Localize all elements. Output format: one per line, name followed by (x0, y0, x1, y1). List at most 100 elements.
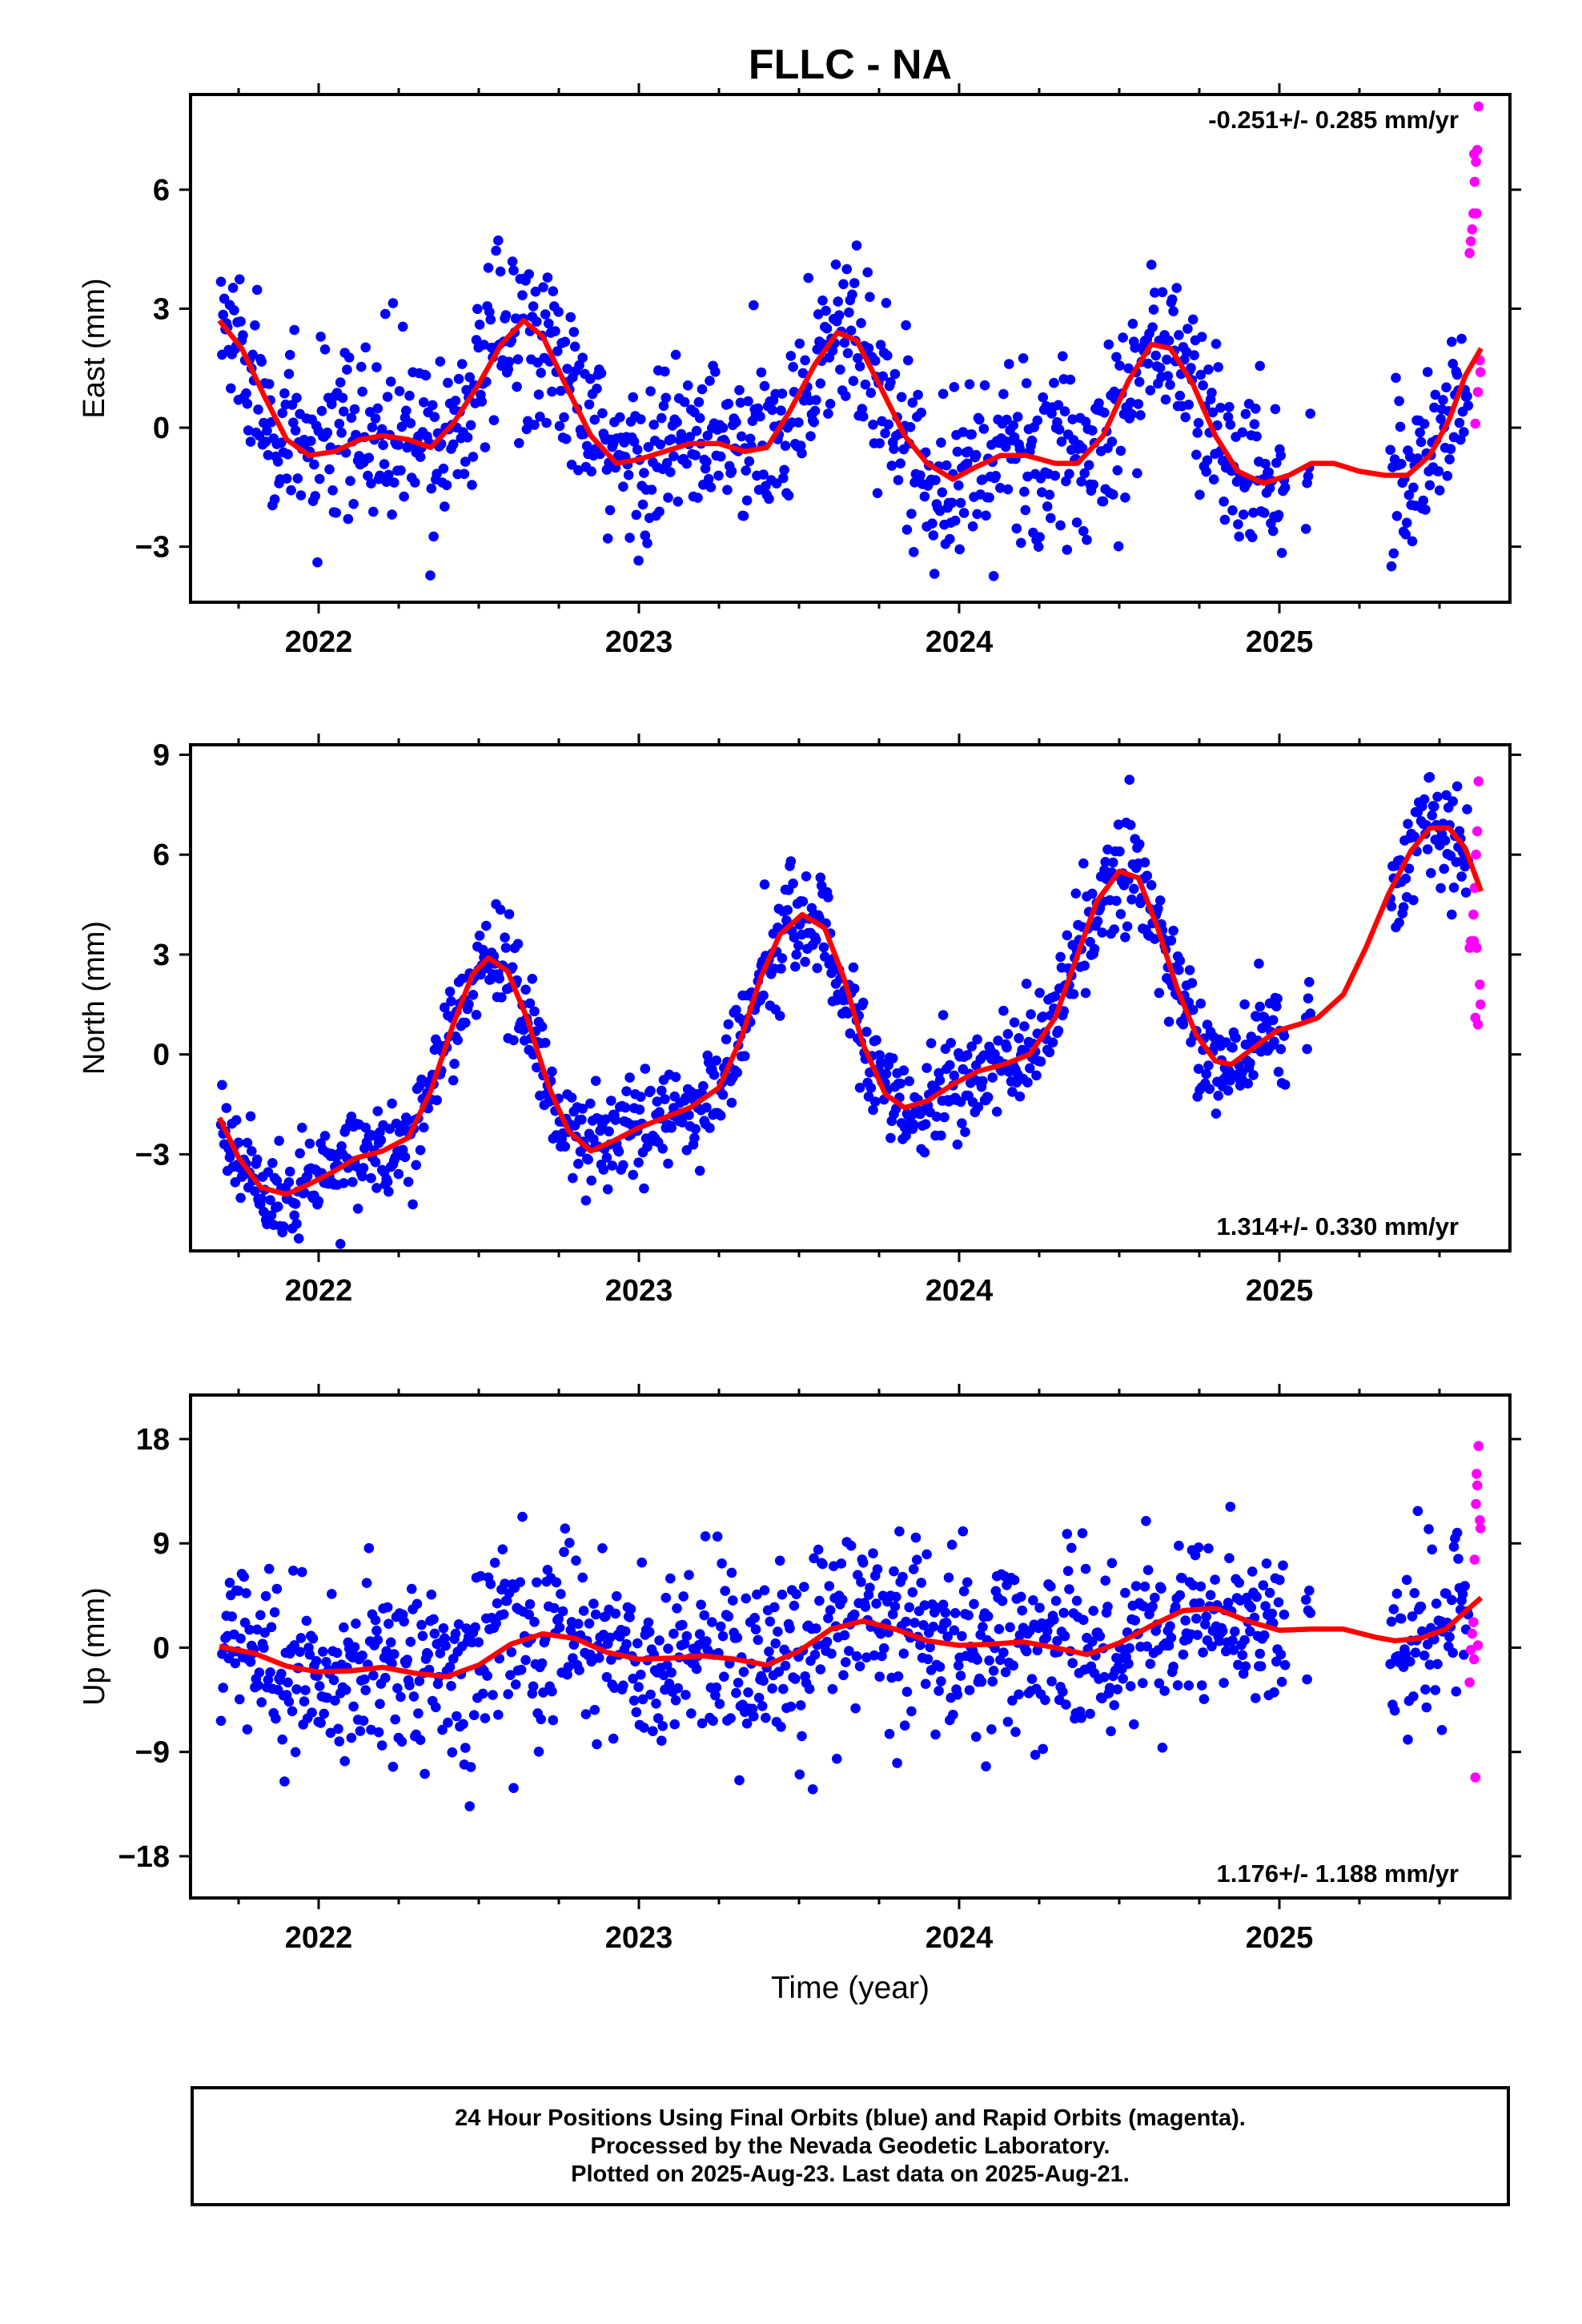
final-orbit-point (758, 469, 769, 480)
final-orbit-point (371, 1625, 382, 1636)
final-orbit-point (1170, 1602, 1181, 1612)
final-orbit-point (357, 1171, 367, 1182)
final-orbit-point (428, 1614, 439, 1625)
final-orbit-point (785, 1623, 795, 1634)
final-orbit-point (1135, 410, 1146, 420)
final-orbit-point (297, 1566, 307, 1578)
final-orbit-point (1460, 1581, 1470, 1591)
final-orbit-point (901, 1616, 911, 1627)
final-orbit-point (577, 1572, 588, 1583)
final-orbit-point (788, 361, 798, 372)
final-orbit-point (1094, 1630, 1106, 1642)
final-orbit-point (1444, 454, 1455, 464)
final-orbit-point (993, 1035, 1003, 1046)
final-orbit-point (1044, 1047, 1055, 1058)
final-orbit-point (446, 996, 456, 1007)
final-orbit-point (1180, 412, 1191, 423)
final-orbit-point (1439, 835, 1451, 846)
final-orbit-point (1008, 420, 1018, 431)
x-tick-label: 2024 (926, 1921, 994, 1955)
final-orbit-point (1267, 1015, 1279, 1026)
final-orbit-point (1028, 1595, 1038, 1606)
final-orbit-point (921, 1549, 932, 1560)
final-orbit-point (1452, 781, 1463, 792)
final-orbit-point (717, 1089, 729, 1100)
final-orbit-point (628, 392, 638, 403)
final-orbit-point (1230, 1626, 1240, 1637)
final-orbit-point (330, 1695, 340, 1706)
final-orbit-point (807, 1784, 818, 1795)
final-orbit-point (665, 1573, 676, 1584)
final-orbit-point (1424, 772, 1435, 782)
final-orbit-point (295, 1633, 307, 1643)
final-orbit-point (1448, 883, 1460, 893)
final-orbit-point (685, 432, 696, 442)
final-orbit-point (987, 1072, 998, 1083)
final-orbit-point (691, 425, 702, 436)
final-orbit-point (215, 276, 227, 287)
final-orbit-point (1401, 1574, 1412, 1586)
final-orbit-point (529, 420, 540, 430)
final-orbit-point (334, 1736, 345, 1747)
final-orbit-point (1240, 408, 1251, 420)
final-orbit-point (774, 1555, 785, 1566)
final-orbit-point (1099, 408, 1110, 418)
final-orbit-point (958, 1526, 969, 1537)
final-orbit-point (966, 429, 977, 440)
final-orbit-point (376, 424, 387, 435)
final-orbit-point (909, 1618, 920, 1628)
final-orbit-point (821, 1636, 833, 1647)
rapid-orbit-point (1475, 367, 1486, 378)
final-orbit-point (715, 1621, 726, 1632)
final-orbit-point (679, 396, 690, 408)
final-orbit-point (1389, 1705, 1400, 1716)
final-orbit-point (691, 1663, 702, 1675)
final-orbit-point (428, 531, 439, 542)
final-orbit-point (516, 1664, 527, 1675)
final-orbit-point (1403, 489, 1415, 501)
y-tick-label: 3 (153, 939, 170, 972)
final-orbit-point (389, 1649, 400, 1659)
final-orbit-point (875, 340, 886, 351)
final-orbit-point (920, 1119, 931, 1130)
final-orbit-point (366, 1724, 376, 1735)
final-orbit-point (1208, 474, 1219, 485)
final-orbit-point (908, 1564, 919, 1574)
final-orbit-point (930, 475, 941, 485)
final-orbit-point (262, 425, 272, 436)
final-orbit-point (504, 356, 515, 368)
final-orbit-point (536, 1658, 548, 1669)
final-orbit-point (1168, 306, 1178, 317)
final-orbit-point (290, 1199, 301, 1209)
final-orbit-point (838, 1670, 849, 1681)
final-orbit-point (1010, 1727, 1021, 1737)
final-orbit-point (887, 1609, 898, 1620)
final-orbit-point (1300, 1594, 1311, 1605)
final-orbit-point (1018, 353, 1029, 364)
final-orbit-point (1452, 369, 1463, 380)
final-orbit-point (661, 457, 673, 468)
final-orbit-point (915, 470, 926, 480)
final-orbit-point (504, 909, 515, 919)
final-orbit-point (651, 1699, 661, 1709)
final-orbit-point (363, 1542, 375, 1554)
final-orbit-point (1279, 482, 1291, 493)
final-orbit-point (916, 408, 926, 418)
final-orbit-point (1203, 1543, 1214, 1554)
final-orbit-point (1038, 1011, 1048, 1022)
final-orbit-point (783, 490, 794, 501)
final-orbit-point (610, 1115, 621, 1125)
final-orbit-point (412, 1598, 423, 1610)
chart-title: FLLC - NA (749, 42, 952, 88)
final-orbit-point (351, 1618, 361, 1629)
final-orbit-point (1213, 362, 1223, 372)
final-orbit-point (1203, 364, 1214, 375)
final-orbit-point (465, 420, 476, 431)
final-orbit-point (811, 935, 821, 946)
final-orbit-point (857, 997, 869, 1008)
final-orbit-point (339, 1622, 349, 1633)
final-orbit-point (705, 1123, 715, 1133)
final-orbit-point (1141, 1516, 1151, 1526)
final-orbit-point (342, 364, 352, 375)
final-orbit-point (1267, 525, 1279, 537)
